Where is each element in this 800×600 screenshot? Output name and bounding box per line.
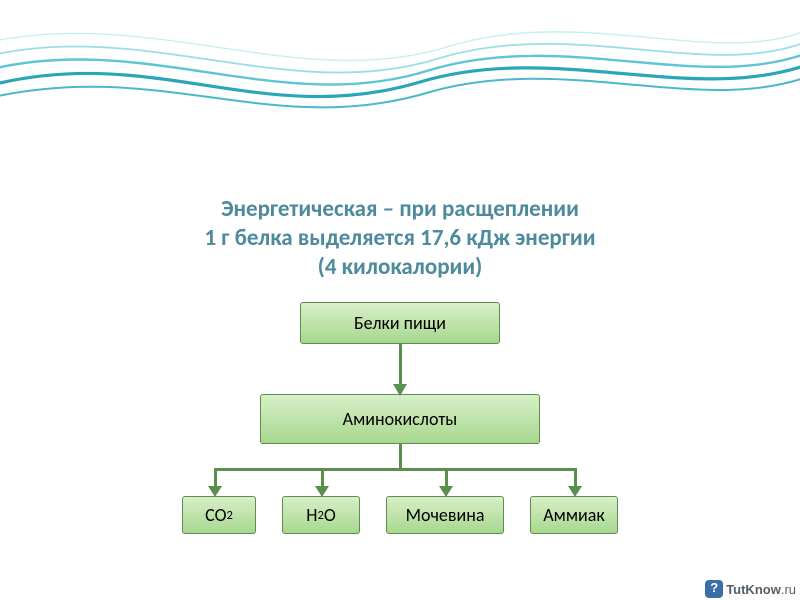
- arrow-head-icon: [315, 486, 329, 497]
- node-h2o: H2O: [282, 496, 360, 534]
- title-line-3: (4 килокалории): [60, 253, 740, 282]
- connector-drop-2: [445, 468, 448, 488]
- watermark-suffix: .ru: [781, 582, 796, 597]
- arrow-head-icon: [208, 486, 222, 497]
- node-nh3: Аммиак: [530, 496, 618, 534]
- connector-fanout-bar: [214, 468, 577, 471]
- connector-drop-1: [321, 468, 324, 488]
- flowchart: Белки пищи Аминокислоты CO2 H2O Мочевина Амми…: [182, 298, 618, 534]
- background-waves: [0, 0, 800, 130]
- slide-title: Энергетическая – при расщеплении 1 г бел…: [0, 195, 800, 281]
- arrow-head-icon: [439, 486, 453, 497]
- watermark-logo-icon: [705, 580, 723, 598]
- node-urea: Мочевина: [386, 496, 504, 534]
- connector-drop-0: [214, 468, 217, 488]
- title-line-2: 1 г белка выделяется 17,6 кДж энергии: [60, 224, 740, 253]
- watermark-text: TutKnow: [726, 582, 781, 597]
- node-amino: Аминокислоты: [260, 394, 540, 444]
- connector-drop-3: [574, 468, 577, 488]
- arrow-head-icon: [568, 486, 582, 497]
- connector-fanout-stem: [399, 444, 402, 468]
- source-watermark: TutKnow.ru: [705, 580, 796, 598]
- title-line-1: Энергетическая – при расщеплении: [60, 195, 740, 224]
- arrow-head-icon: [393, 384, 407, 396]
- node-root: Белки пищи: [300, 302, 500, 344]
- node-co2: CO2: [182, 496, 256, 534]
- connector-root-amino: [399, 344, 402, 386]
